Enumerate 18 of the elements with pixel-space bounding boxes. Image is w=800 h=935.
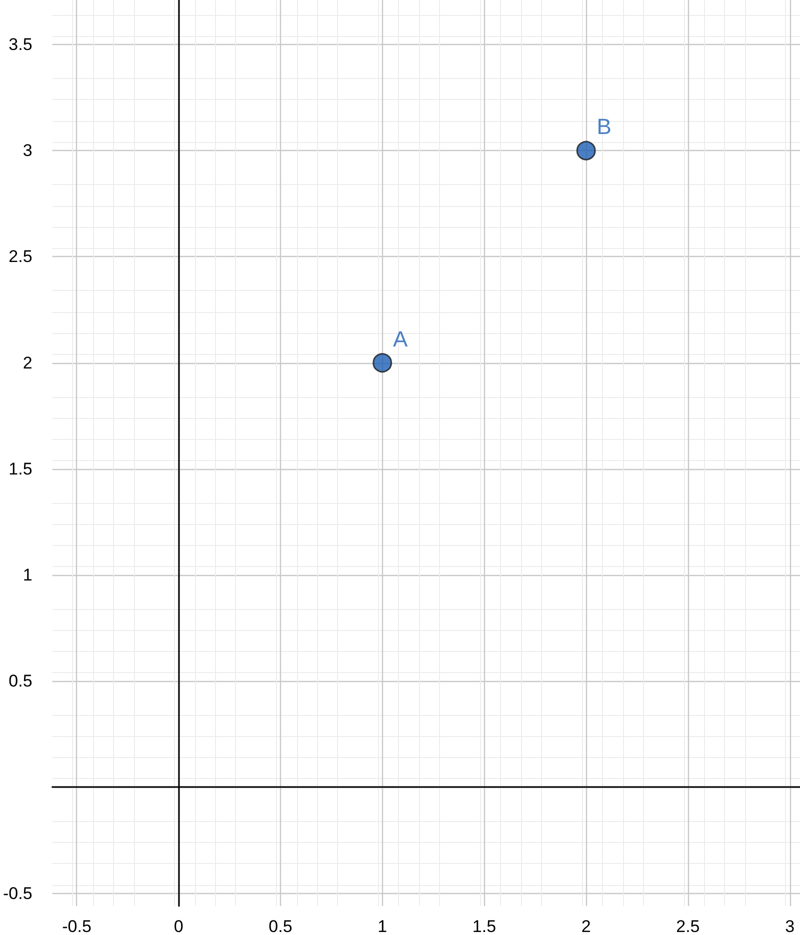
y-tick-label: 1 — [22, 566, 32, 584]
y-tick-label: 1.5 — [8, 459, 32, 478]
y-tick-label: 2 — [22, 353, 32, 372]
x-tick-label: -0.5 — [62, 917, 92, 935]
x-tick-label: 0.5 — [268, 917, 292, 935]
annotation: A — [393, 326, 408, 352]
x-tick-label: 2 — [581, 917, 591, 935]
y-tick-label: 0.5 — [8, 672, 32, 691]
x-tick-label: 1.5 — [472, 917, 496, 935]
x-tick-label: 3 — [785, 917, 795, 935]
y-tick-label: -0.5 — [2, 884, 32, 903]
x-tick-label: 0 — [174, 917, 184, 935]
annotation: B — [596, 114, 612, 140]
y-tick-label: 3.5 — [8, 35, 32, 54]
y-tick-label: 3 — [22, 141, 32, 160]
y-tick-label: 2.5 — [8, 247, 32, 266]
x-tick-label: 2.5 — [676, 917, 700, 935]
x-tick-label: 1 — [378, 917, 388, 935]
